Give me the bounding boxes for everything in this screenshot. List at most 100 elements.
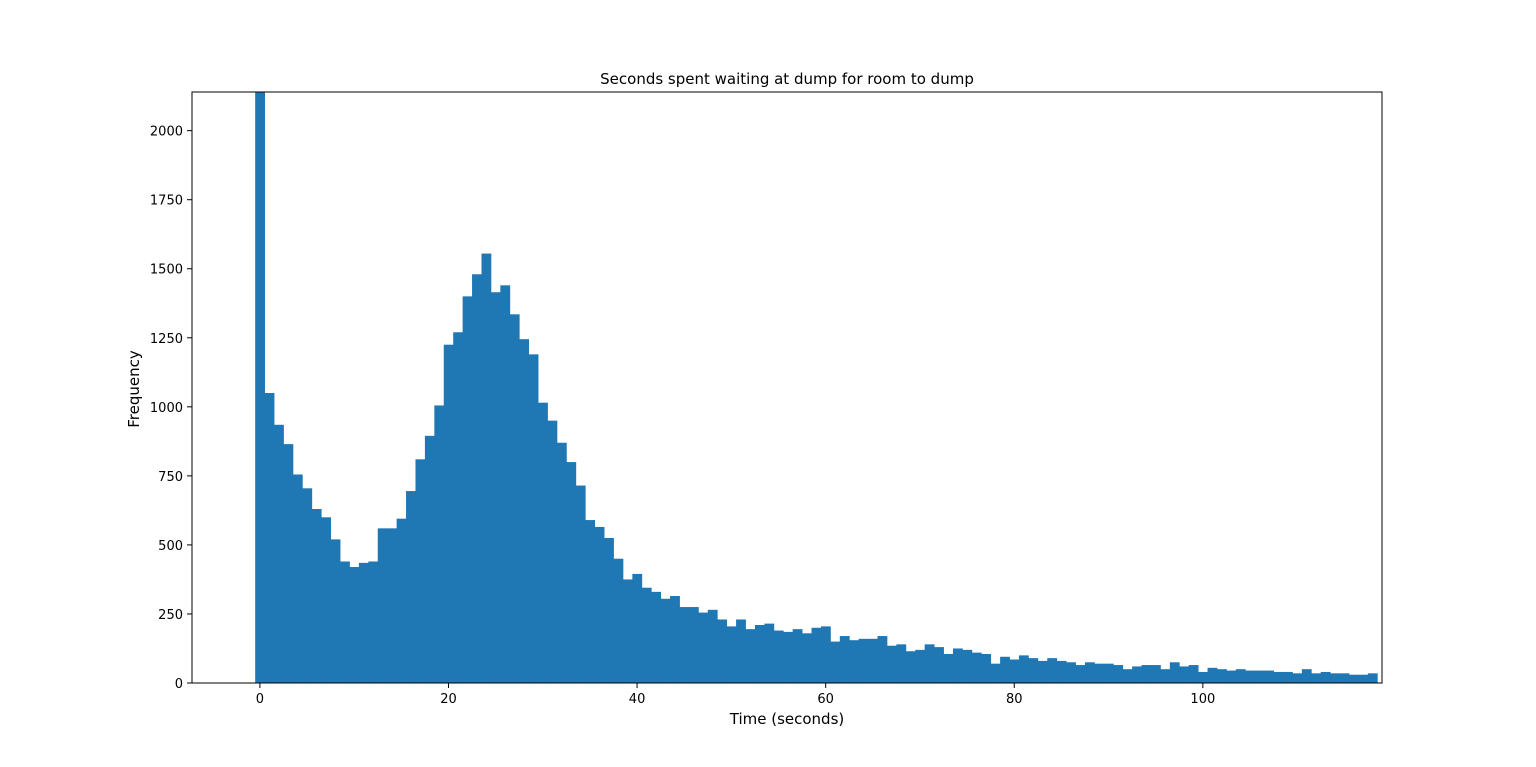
histogram-bar	[905, 651, 916, 683]
histogram-bar	[509, 314, 520, 683]
histogram-bar	[1330, 673, 1340, 683]
histogram-bar	[622, 579, 633, 683]
histogram-bar	[349, 567, 360, 683]
histogram-bar	[500, 285, 511, 683]
histogram-bar	[1122, 669, 1133, 683]
histogram-bar	[1301, 669, 1312, 683]
y-tick-label: 500	[158, 539, 183, 554]
histogram-bar	[915, 649, 926, 683]
histogram-bar	[670, 596, 680, 683]
histogram-bar	[1103, 663, 1114, 683]
histogram-bar	[1198, 671, 1208, 683]
histogram-bar	[453, 332, 464, 683]
histogram-bar	[1188, 665, 1199, 683]
histogram-bar	[1150, 665, 1161, 683]
y-tick-label: 250	[158, 608, 183, 623]
histogram-bar	[575, 485, 586, 683]
histogram-bar	[754, 625, 765, 683]
histogram-bar	[736, 619, 746, 683]
histogram-bar	[1018, 655, 1029, 683]
histogram-bar	[1066, 662, 1076, 683]
histogram-bar	[556, 442, 567, 683]
histogram-bar	[462, 296, 473, 683]
histogram-bar	[424, 435, 435, 683]
histogram-bar	[792, 629, 803, 683]
histogram-bar	[877, 636, 888, 683]
histogram-bar	[820, 626, 831, 683]
histogram-bar	[1113, 665, 1124, 683]
histogram-bar	[585, 520, 596, 683]
histogram-bar	[377, 528, 388, 683]
histogram-bar	[1339, 673, 1350, 683]
histogram-bar	[396, 518, 407, 683]
histogram-bar	[368, 561, 379, 683]
histogram-bar	[1047, 658, 1058, 683]
histogram-bar	[1320, 671, 1331, 683]
histogram-bar	[952, 648, 963, 683]
histogram-bar	[443, 344, 454, 683]
histogram-bar	[1216, 669, 1227, 683]
y-tick-label: 1250	[150, 332, 183, 347]
histogram-bar	[1358, 674, 1369, 683]
x-tick-label: 80	[1006, 692, 1023, 707]
histogram-bar	[1292, 673, 1303, 683]
histogram-bar	[283, 444, 294, 683]
histogram-bar	[1132, 666, 1142, 683]
histogram-bar	[943, 654, 954, 683]
histogram-bar	[528, 354, 539, 683]
histogram-bar	[688, 607, 699, 683]
histogram-bar	[641, 587, 652, 683]
histogram-bar	[302, 488, 313, 683]
histogram-bar	[802, 633, 812, 683]
histogram-bar	[264, 393, 275, 683]
histogram-bar	[1282, 671, 1293, 683]
histogram-bar	[538, 402, 548, 683]
histogram-bar	[886, 645, 897, 683]
y-tick-label: 0	[175, 677, 183, 692]
histogram-bar	[849, 640, 860, 683]
histogram-bar	[594, 526, 605, 683]
x-axis-ticks: 0 20 40 60 80 100	[256, 683, 1215, 707]
histogram-bar	[811, 627, 822, 683]
histogram-bar	[274, 424, 284, 683]
histogram-bar	[1235, 669, 1246, 683]
histogram-bar	[255, 92, 266, 683]
histogram-bar	[311, 509, 322, 683]
y-axis-label: Frequency	[125, 350, 143, 428]
histogram-bar	[547, 420, 558, 683]
histogram-bar	[830, 641, 841, 683]
histogram-bar	[1169, 662, 1180, 683]
histogram-bar	[292, 474, 303, 683]
histogram-bar	[1348, 674, 1359, 683]
plot-frame	[191, 91, 1383, 684]
x-tick-label: 20	[440, 692, 457, 707]
y-tick-label: 1000	[150, 401, 183, 416]
histogram-bar	[358, 562, 369, 683]
histogram-bar	[1311, 673, 1322, 683]
y-tick-label: 1500	[150, 263, 183, 278]
y-axis-ticks: 0 250 500 750 1000 1250 1500 1750 2000	[150, 125, 192, 692]
histogram-bar	[1254, 670, 1265, 683]
histogram-bar	[783, 631, 794, 683]
histogram-bar	[1000, 656, 1010, 683]
histogram-bar	[934, 647, 944, 683]
histogram-bar	[415, 459, 426, 683]
x-axis-label: Time (seconds)	[729, 710, 845, 728]
histogram-bar	[924, 644, 935, 683]
x-tick-label: 40	[629, 692, 646, 707]
histogram-bar	[1179, 666, 1190, 683]
histogram-bar	[321, 517, 332, 683]
histogram-bar	[868, 638, 878, 683]
histogram-bar	[858, 638, 869, 683]
histogram-bar	[971, 652, 982, 683]
histogram-bar	[764, 623, 775, 683]
histogram-bar	[1094, 663, 1105, 683]
histogram-bar	[490, 292, 501, 683]
histogram-bar	[1207, 667, 1218, 683]
histogram-bar	[1245, 670, 1256, 683]
histogram-bar	[660, 598, 671, 683]
histogram-bar	[604, 538, 614, 683]
histogram-bar	[613, 558, 624, 683]
histogram-bar	[1367, 673, 1378, 683]
